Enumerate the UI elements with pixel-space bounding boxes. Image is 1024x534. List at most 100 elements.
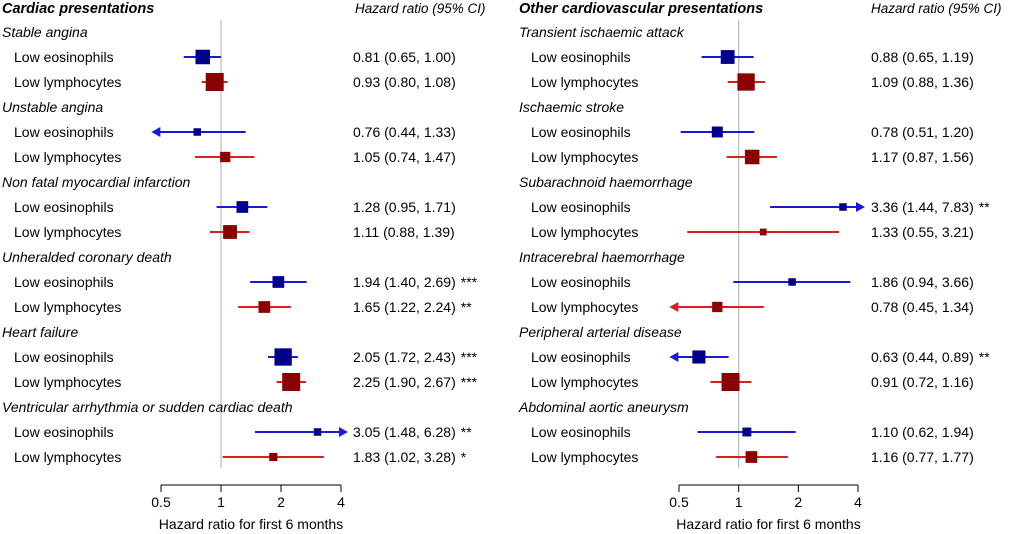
hazard-ratio-value: 1.83 (1.02, 3.28) * — [353, 449, 467, 465]
point-estimate — [711, 126, 723, 138]
forest-panel-cardiac: Cardiac presentations Hazard ratio (95% C… — [2, 1, 486, 532]
row-label: Low lymphocytes — [531, 149, 638, 165]
group-label: Heart failure — [2, 324, 78, 340]
significance-marker: *** — [461, 349, 478, 365]
row-label: Low lymphocytes — [14, 374, 121, 390]
forest-row: Low eosinophils 0.81 (0.65, 1.00) — [14, 49, 456, 65]
group-label: Peripheral arterial disease — [519, 324, 682, 340]
row-label: Low lymphocytes — [14, 224, 121, 240]
row-label: Low eosinophils — [531, 274, 631, 290]
hazard-ratio-value: 1.65 (1.22, 2.24) ** — [353, 299, 472, 315]
tick-label: 2 — [277, 494, 285, 510]
row-label: Low eosinophils — [531, 199, 631, 215]
significance-marker: ** — [461, 299, 472, 315]
group-label: Unheralded coronary death — [2, 249, 172, 265]
value-column-header: Hazard ratio (95% CI) — [871, 1, 1002, 16]
forest-row: Low lymphocytes 1.17 (0.87, 1.56) — [531, 149, 974, 165]
row-label: Low eosinophils — [531, 49, 631, 65]
panel-title: Cardiac presentations — [2, 1, 154, 17]
x-axis: 0.5 1 2 4 Hazard ratio for first 6 months — [669, 484, 862, 532]
x-axis: 0.5 1 2 4 Hazard ratio for first 6 months — [151, 484, 345, 532]
point-estimate — [193, 128, 201, 136]
forest-row: Low lymphocytes 0.93 (0.80, 1.08) — [14, 73, 456, 91]
tick-label: 4 — [854, 494, 862, 510]
significance-marker: ** — [979, 349, 990, 365]
tick-label: 1 — [217, 494, 225, 510]
point-estimate — [220, 151, 231, 163]
point-estimate — [269, 452, 278, 462]
hazard-ratio-value: 0.91 (0.72, 1.16) — [871, 374, 974, 390]
row-label: Low eosinophils — [531, 424, 631, 440]
point-estimate — [313, 428, 322, 436]
x-axis-label: Hazard ratio for first 6 months — [159, 516, 343, 532]
forest-row: Low lymphocytes 0.91 (0.72, 1.16) — [531, 373, 974, 391]
forest-row: Low eosinophils 2.05 (1.72, 2.43) *** — [14, 348, 478, 366]
point-estimate — [236, 201, 249, 213]
x-axis-label: Hazard ratio for first 6 months — [676, 516, 860, 532]
forest-row: Low eosinophils 3.36 (1.44, 7.83) ** — [531, 199, 990, 215]
row-label: Low eosinophils — [531, 349, 631, 365]
hazard-ratio-value: 1.11 (0.88, 1.39) — [353, 224, 455, 240]
forest-row: Low eosinophils 1.28 (0.95, 1.71) — [14, 199, 456, 215]
point-estimate — [742, 427, 752, 437]
row-label: Low eosinophils — [531, 124, 631, 140]
point-estimate — [712, 301, 723, 313]
row-label: Low lymphocytes — [14, 299, 121, 315]
point-estimate — [721, 373, 740, 391]
row-label: Low eosinophils — [14, 424, 114, 440]
group-label: Stable angina — [2, 24, 88, 40]
forest-row: Low eosinophils 1.94 (1.40, 2.69) *** — [14, 274, 478, 290]
forest-row: Low lymphocytes 0.78 (0.45, 1.34) — [531, 299, 974, 315]
row-label: Low lymphocytes — [14, 149, 121, 165]
forest-row: Low eosinophils 1.86 (0.94, 3.66) — [531, 274, 974, 290]
hazard-ratio-value: 1.86 (0.94, 3.66) — [871, 274, 974, 290]
forest-row: Low lymphocytes 1.33 (0.55, 3.21) — [531, 224, 974, 240]
hazard-ratio-value: 0.63 (0.44, 0.89) ** — [871, 349, 990, 365]
tick-label: 2 — [794, 494, 802, 510]
forest-row: Low eosinophils 0.88 (0.65, 1.19) — [531, 49, 974, 65]
panel-title: Other cardiovascular presentations — [519, 1, 763, 17]
tick-label: 1 — [735, 494, 743, 510]
hazard-ratio-value: 0.88 (0.65, 1.19) — [871, 49, 974, 65]
hazard-ratio-value: 1.94 (1.40, 2.69) *** — [353, 274, 478, 290]
point-estimate — [692, 350, 706, 364]
forest-row: Low lymphocytes 2.25 (1.90, 2.67) *** — [14, 373, 478, 391]
hazard-ratio-value: 2.25 (1.90, 2.67) *** — [353, 374, 478, 390]
point-estimate — [258, 301, 271, 313]
forest-panel-other: Other cardiovascular presentations Hazard… — [518, 1, 1002, 532]
hazard-ratio-value: 0.78 (0.51, 1.20) — [871, 124, 974, 140]
hazard-ratio-value: 2.05 (1.72, 2.43) *** — [353, 349, 478, 365]
forest-row: Low eosinophils 3.05 (1.48, 6.28) ** — [14, 424, 472, 440]
point-estimate — [274, 348, 292, 366]
ci-arrow-left — [151, 127, 161, 137]
hazard-ratio-value: 1.28 (0.95, 1.71) — [353, 199, 456, 215]
group-label: Ischaemic stroke — [519, 99, 624, 115]
forest-row: Low lymphocytes 1.11 (0.88, 1.39) — [14, 224, 455, 240]
hazard-ratio-value: 3.05 (1.48, 6.28) ** — [353, 424, 472, 440]
hazard-ratio-value: 1.05 (0.74, 1.47) — [353, 149, 456, 165]
significance-marker: * — [461, 449, 467, 465]
row-label: Low lymphocytes — [14, 74, 121, 90]
forest-row: Low lymphocytes 1.05 (0.74, 1.47) — [14, 149, 456, 165]
ci-arrow-left — [669, 352, 679, 362]
hazard-ratio-value: 3.36 (1.44, 7.83) ** — [871, 199, 990, 215]
ci-arrow-left — [669, 302, 679, 312]
hazard-ratio-value: 1.09 (0.88, 1.36) — [871, 74, 974, 90]
tick-label: 0.5 — [669, 494, 689, 510]
hazard-ratio-value: 1.17 (0.87, 1.56) — [871, 149, 974, 165]
ci-arrow-right — [339, 427, 348, 437]
point-estimate — [745, 451, 758, 463]
forest-row: Low eosinophils 1.10 (0.62, 1.94) — [531, 424, 974, 440]
value-column-header: Hazard ratio (95% CI) — [355, 1, 486, 16]
hazard-ratio-value: 1.10 (0.62, 1.94) — [871, 424, 974, 440]
significance-marker: ** — [979, 199, 990, 215]
row-label: Low lymphocytes — [531, 449, 638, 465]
hazard-ratio-value: 1.33 (0.55, 3.21) — [871, 224, 974, 240]
point-estimate — [223, 225, 237, 239]
group-label: Subarachnoid haemorrhage — [519, 174, 693, 190]
tick-label: 4 — [337, 494, 345, 510]
forest-row: Low lymphocytes 1.83 (1.02, 3.28) * — [14, 449, 467, 465]
ci-arrow-right — [856, 202, 865, 212]
point-estimate — [788, 278, 796, 286]
point-estimate — [737, 73, 755, 91]
